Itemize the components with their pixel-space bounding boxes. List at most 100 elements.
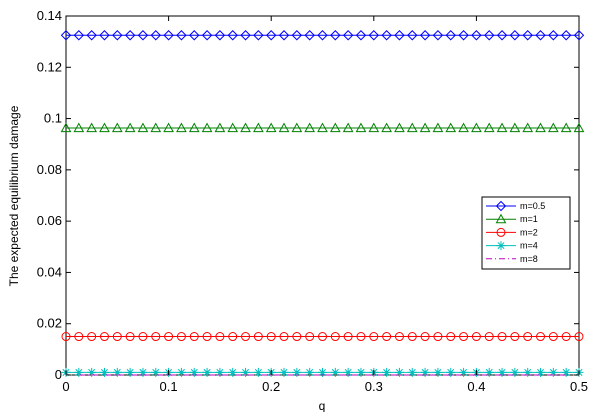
data-point-m=2-0 [61, 332, 71, 342]
data-point-m=2-25 [382, 332, 392, 342]
data-point-m=4-39 [561, 367, 571, 377]
data-point-m=1-24 [368, 122, 380, 133]
data-point-m=1-20 [317, 122, 328, 133]
data-point-m=2-28 [420, 332, 430, 342]
x-axis-label: q [319, 399, 326, 412]
data-point-m=1-18 [291, 122, 303, 133]
data-point-m=1-10 [188, 122, 200, 133]
data-point-m=1-8 [163, 122, 174, 133]
data-point-m=0.5-34 [496, 30, 508, 41]
data-point-m=1-1 [73, 122, 85, 133]
data-point-m=4-31 [459, 367, 469, 377]
x-tick-label: 0.5 [570, 379, 588, 394]
data-point-m=2-27 [407, 332, 417, 342]
data-point-m=0.5-0 [60, 30, 72, 41]
data-point-m=2-5 [125, 332, 135, 342]
data-point-m=4-13 [228, 367, 238, 377]
data-point-m=4-36 [523, 367, 533, 377]
data-point-m=2-38 [548, 332, 558, 342]
data-point-m=0.5-32 [471, 30, 482, 41]
data-point-m=0.5-24 [368, 30, 380, 41]
data-point-m=4-2 [87, 367, 97, 377]
data-point-m=1-25 [381, 122, 392, 133]
data-point-m=4-25 [382, 367, 392, 377]
data-point-m=2-20 [318, 332, 327, 342]
data-point-m=4-20 [318, 367, 327, 377]
data-point-m=4-17 [279, 367, 289, 377]
data-point-m=1-19 [304, 122, 316, 133]
data-point-m=1-29 [432, 122, 444, 133]
legend-label-m=1: m=1 [520, 214, 538, 224]
data-point-m=0.5-5 [124, 30, 136, 41]
data-point-m=1-37 [535, 122, 546, 133]
y-tick-label: 0 [55, 367, 62, 382]
data-point-m=4-14 [241, 367, 251, 377]
data-point-m=2-18 [292, 332, 302, 342]
legend: m=0.5 m=1 m=2 m=4 m=8 [481, 196, 571, 270]
data-point-m=0.5-37 [535, 30, 546, 41]
data-point-m=0.5-14 [240, 30, 251, 41]
data-point-m=0.5-13 [227, 30, 238, 41]
data-point-m=4-28 [420, 367, 430, 377]
data-point-m=2-9 [176, 332, 186, 342]
data-point-m=0.5-29 [432, 30, 444, 41]
data-point-m=1-4 [111, 122, 123, 133]
data-point-m=1-9 [176, 122, 187, 133]
data-point-m=0.5-16 [265, 30, 277, 41]
legend-entry-m=2: m=2 [486, 227, 538, 237]
legend-entry-m=4: m=4 [486, 241, 538, 251]
data-point-m=4-12 [215, 367, 225, 377]
y-tick-label: 0.06 [37, 213, 62, 228]
data-point-m=4-33 [484, 367, 494, 377]
data-point-m=2-37 [536, 332, 546, 342]
legend-entry-m=0.5: m=0.5 [486, 200, 545, 212]
data-point-m=0.5-23 [355, 30, 367, 41]
data-point-m=1-16 [265, 122, 277, 133]
data-point-m=4-19 [305, 367, 315, 377]
x-tick-label: 0.4 [467, 379, 485, 394]
data-point-m=0.5-6 [137, 30, 149, 41]
data-point-m=2-8 [164, 332, 174, 342]
legend-label-m=8: m=8 [520, 254, 538, 264]
data-point-m=1-0 [60, 122, 72, 133]
data-point-m=2-35 [510, 332, 520, 342]
series-m=2 [61, 332, 584, 342]
x-tick-label: 0.1 [160, 379, 178, 394]
data-point-m=4-37 [536, 367, 546, 377]
data-point-m=2-11 [202, 332, 212, 342]
data-point-m=0.5-8 [163, 30, 174, 41]
data-point-m=2-13 [228, 332, 238, 342]
y-tick-label: 0.08 [37, 162, 62, 177]
data-point-m=1-14 [240, 122, 251, 133]
data-point-m=4-10 [189, 367, 199, 377]
data-point-m=4-9 [176, 367, 186, 377]
data-point-m=1-31 [458, 122, 469, 133]
x-tick-label: 0 [62, 379, 69, 394]
data-point-m=2-7 [151, 332, 161, 342]
data-point-m=0.5-1 [73, 30, 85, 41]
data-point-m=0.5-11 [201, 30, 213, 41]
data-point-m=1-40 [573, 122, 585, 133]
data-point-m=1-6 [137, 122, 149, 133]
data-point-m=4-3 [99, 367, 109, 377]
legend-entry-m=8: m=8 [486, 254, 538, 264]
data-point-m=0.5-4 [112, 30, 123, 41]
y-tick-label: 0.14 [37, 8, 62, 23]
data-point-m=1-34 [496, 122, 508, 133]
data-point-m=2-33 [484, 332, 494, 342]
data-point-m=0.5-18 [291, 30, 303, 41]
data-point-m=0.5-38 [548, 30, 559, 41]
data-point-m=0.5-2 [86, 30, 97, 41]
data-point-m=4-22 [343, 367, 353, 377]
data-point-m=1-28 [419, 122, 431, 133]
data-point-m=1-22 [342, 122, 354, 133]
plot-area [65, 15, 580, 376]
data-point-m=0.5-12 [214, 30, 226, 41]
data-point-m=1-11 [201, 122, 213, 133]
data-point-m=4-11 [202, 367, 212, 377]
data-point-m=0.5-40 [573, 30, 585, 41]
data-point-m=2-1 [74, 332, 84, 342]
data-point-m=1-35 [509, 122, 521, 133]
data-point-m=1-3 [99, 122, 110, 133]
